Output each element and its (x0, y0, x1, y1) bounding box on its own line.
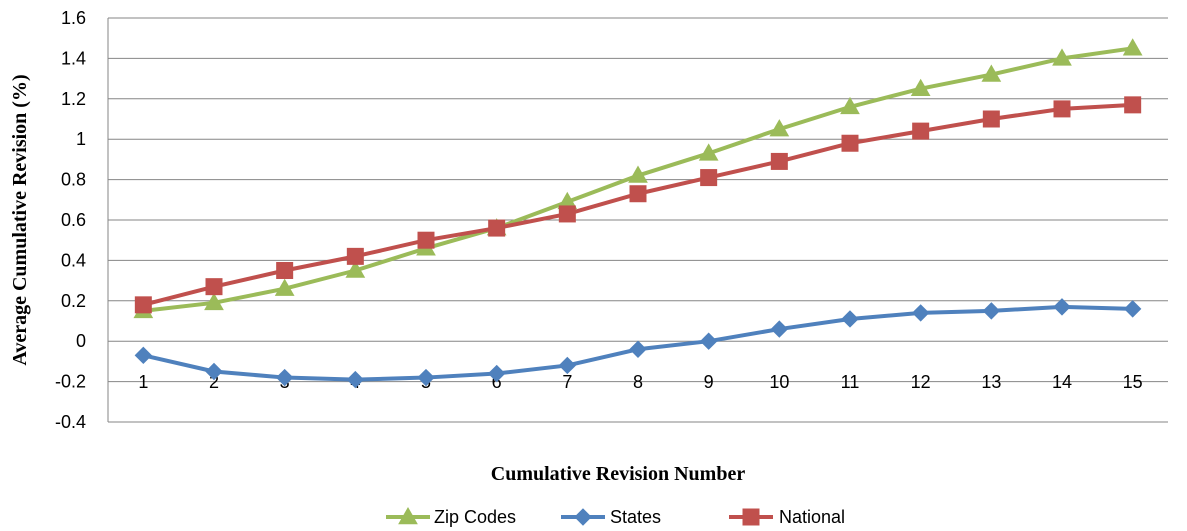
national-point (912, 122, 930, 140)
grid-lines (107, 17, 1168, 423)
x-tick-label: 14 (1052, 372, 1072, 392)
national-point (134, 296, 152, 314)
zip-codes-point (274, 278, 295, 296)
zip-codes-point (981, 64, 1002, 82)
zip-codes-point (1052, 48, 1072, 66)
states-point (911, 304, 930, 322)
y-tick-label: 1.2 (61, 89, 86, 109)
y-tick-label: 1.6 (61, 8, 86, 28)
states-point (1123, 300, 1142, 318)
legend-label-zip-codes: Zip Codes (434, 507, 516, 527)
national-point (417, 231, 435, 249)
states-point (699, 332, 718, 350)
x-tick-label: 1 (138, 372, 148, 392)
zip-codes-point (1122, 38, 1143, 56)
x-tick-label: 2 (209, 372, 219, 392)
legend-marker-national (742, 508, 760, 526)
states-point (841, 310, 859, 328)
y-tick-label: 0 (76, 331, 86, 351)
states-point (770, 320, 789, 338)
national-point (629, 185, 647, 203)
series-national (134, 96, 1142, 314)
y-tick-label: 0.6 (61, 210, 86, 230)
national-point (700, 169, 718, 187)
y-tick-labels: -0.4 -0.2 0 0.2 0.4 0.6 0.8 1 1.2 1.4 1.6 (55, 8, 86, 432)
zip-codes-point (345, 260, 366, 278)
legend-label-states: States (610, 507, 661, 527)
legend-label-national: National (779, 507, 845, 527)
series-group (133, 38, 1143, 389)
legend-marker-zip-codes (398, 506, 418, 525)
states-point (205, 362, 223, 381)
national-point (770, 152, 788, 170)
national-point (982, 110, 1000, 128)
x-tick-label: 8 (633, 372, 643, 392)
x-tick-label: 13 (981, 372, 1001, 392)
states-point (346, 370, 365, 389)
states-point (417, 368, 435, 387)
national-point (346, 247, 364, 265)
x-tick-label: 7 (562, 372, 572, 392)
legend-item-states: States (561, 507, 661, 527)
series-zip-codes (133, 38, 1143, 319)
national-point (1124, 96, 1142, 114)
x-tick-label: 15 (1123, 372, 1143, 392)
zip-codes-point (769, 119, 790, 137)
x-tick-label: 11 (841, 372, 860, 392)
zip-codes-point (910, 78, 931, 96)
y-tick-label: 1.4 (61, 48, 86, 68)
x-tick-label: 10 (769, 372, 789, 392)
series-states (134, 298, 1142, 389)
x-axis-title: Cumulative Revision Number (491, 463, 746, 485)
national-point (276, 262, 294, 279)
y-axis-title: Average Cumulative Revision (%) (9, 74, 31, 365)
zip-codes-point (840, 96, 860, 115)
legend-marker-states (574, 508, 592, 526)
states-point (134, 346, 153, 365)
states-point (1053, 298, 1071, 316)
states-point (487, 364, 506, 383)
y-tick-label: 0.4 (61, 250, 86, 270)
legend-item-zip-codes: Zip Codes (386, 506, 516, 527)
y-tick-label: 1 (76, 129, 86, 149)
legend-item-national: National (729, 507, 845, 527)
national-point (1053, 100, 1071, 118)
national-point (841, 134, 859, 152)
states-point (558, 356, 577, 375)
states-point (982, 302, 1001, 320)
national-point (488, 219, 506, 237)
national-point (558, 205, 576, 223)
national-point (205, 278, 223, 296)
zip-codes-point (698, 143, 719, 161)
states-point (629, 340, 647, 358)
zip-codes-point (628, 165, 648, 183)
x-tick-label: 12 (911, 372, 931, 392)
zip-codes-point (204, 292, 224, 311)
y-tick-label: 0.8 (61, 170, 86, 190)
y-tick-label: -0.2 (55, 372, 86, 392)
y-tick-label: -0.4 (55, 412, 86, 432)
states-point (275, 368, 294, 387)
x-tick-label: 9 (704, 372, 714, 392)
y-tick-label: 0.2 (61, 291, 86, 311)
legend: Zip Codes States National (386, 506, 845, 527)
